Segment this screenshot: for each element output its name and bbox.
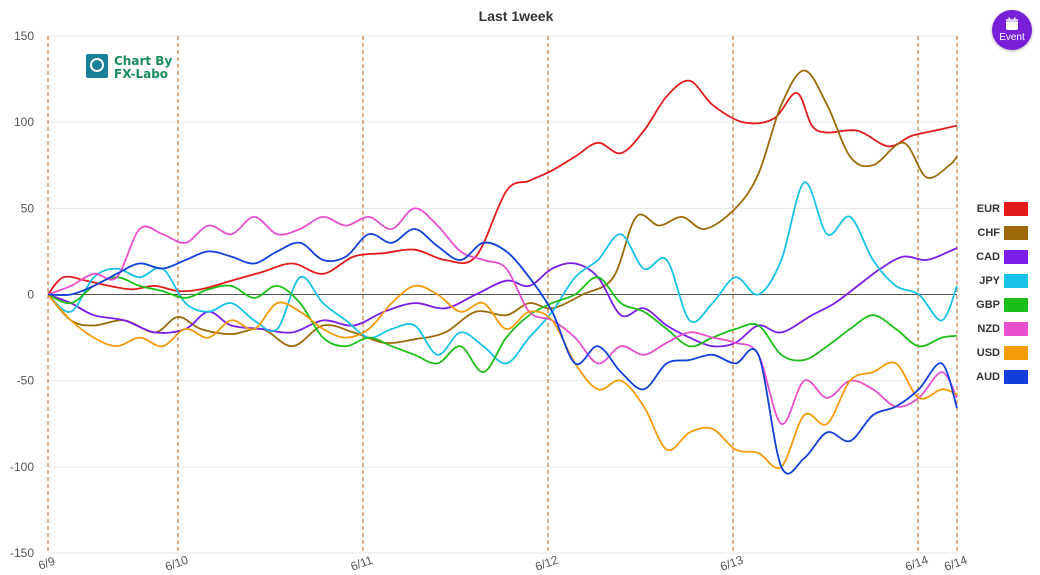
series-line-nzd — [47, 207, 958, 425]
y-tick-label: -100 — [10, 460, 34, 474]
legend-label: CAD — [976, 251, 1000, 263]
y-tick-label: 100 — [14, 115, 34, 129]
event-button[interactable]: Event — [992, 10, 1032, 50]
legend-item-aud[interactable]: AUD — [976, 370, 1028, 384]
legend-swatch — [1004, 370, 1028, 384]
legend-item-nzd[interactable]: NZD — [977, 322, 1028, 336]
x-tick-label: 6/12 — [533, 553, 560, 574]
legend-label: EUR — [977, 203, 1000, 215]
series-line-eur — [47, 79, 958, 296]
x-tick-label: 6/10 — [163, 553, 190, 574]
legend-label: USD — [977, 347, 1000, 359]
legend-label: JPY — [979, 275, 1000, 287]
legend-item-jpy[interactable]: JPY — [979, 274, 1028, 288]
legend-swatch — [1004, 346, 1028, 360]
y-tick-label: 150 — [14, 29, 34, 43]
legend-label: AUD — [976, 371, 1000, 383]
legend-swatch — [1004, 250, 1028, 264]
series-line-gbp — [47, 276, 958, 373]
legend-label: CHF — [977, 227, 1000, 239]
legend-swatch — [1004, 322, 1028, 336]
logo: Chart By FX-Labo — [86, 54, 172, 81]
legend-item-chf[interactable]: CHF — [977, 226, 1028, 240]
legend-swatch — [1004, 202, 1028, 216]
x-tick-label: 6/11 — [349, 553, 375, 574]
event-label: Event — [999, 32, 1025, 43]
x-tick-label: 6/14 — [903, 553, 930, 574]
series-line-aud — [47, 228, 958, 475]
x-tick-label: 6/13 — [718, 553, 745, 574]
x-tick-label: 6/9 — [36, 554, 57, 573]
legend-item-cad[interactable]: CAD — [976, 250, 1028, 264]
y-axis: 150 100 50 0 -50 -100 -150 — [10, 29, 34, 560]
legend[interactable]: EUR CHF CAD JPY GBP NZD USD AUD — [976, 202, 1028, 384]
legend-swatch — [1004, 298, 1028, 312]
y-tick-label: -150 — [10, 546, 34, 560]
grid — [48, 35, 957, 554]
calendar-icon — [1006, 17, 1018, 30]
legend-item-usd[interactable]: USD — [977, 346, 1028, 360]
series-line-jpy — [47, 181, 958, 365]
series-line-usd — [47, 284, 958, 470]
legend-swatch — [1004, 274, 1028, 288]
y-tick-label: 0 — [27, 288, 34, 302]
y-tick-label: -50 — [17, 374, 35, 388]
y-tick-label: 50 — [21, 201, 35, 215]
legend-swatch — [1004, 226, 1028, 240]
chart-title: Last 1week — [479, 8, 554, 24]
legend-label: NZD — [977, 323, 1000, 335]
series-lines — [47, 69, 958, 475]
logo-line1: Chart By — [114, 54, 172, 68]
legend-item-eur[interactable]: EUR — [977, 202, 1028, 216]
legend-label: GBP — [976, 299, 1000, 311]
x-axis: 6/9 6/10 6/11 6/12 6/13 6/14 6/14 — [36, 553, 969, 574]
logo-icon — [86, 54, 108, 78]
legend-item-gbp[interactable]: GBP — [976, 298, 1028, 312]
magnifier-icon — [90, 58, 104, 72]
day-lines — [47, 36, 958, 553]
logo-line2: FX-Labo — [114, 67, 168, 81]
x-tick-label: 6/14 — [942, 553, 969, 574]
